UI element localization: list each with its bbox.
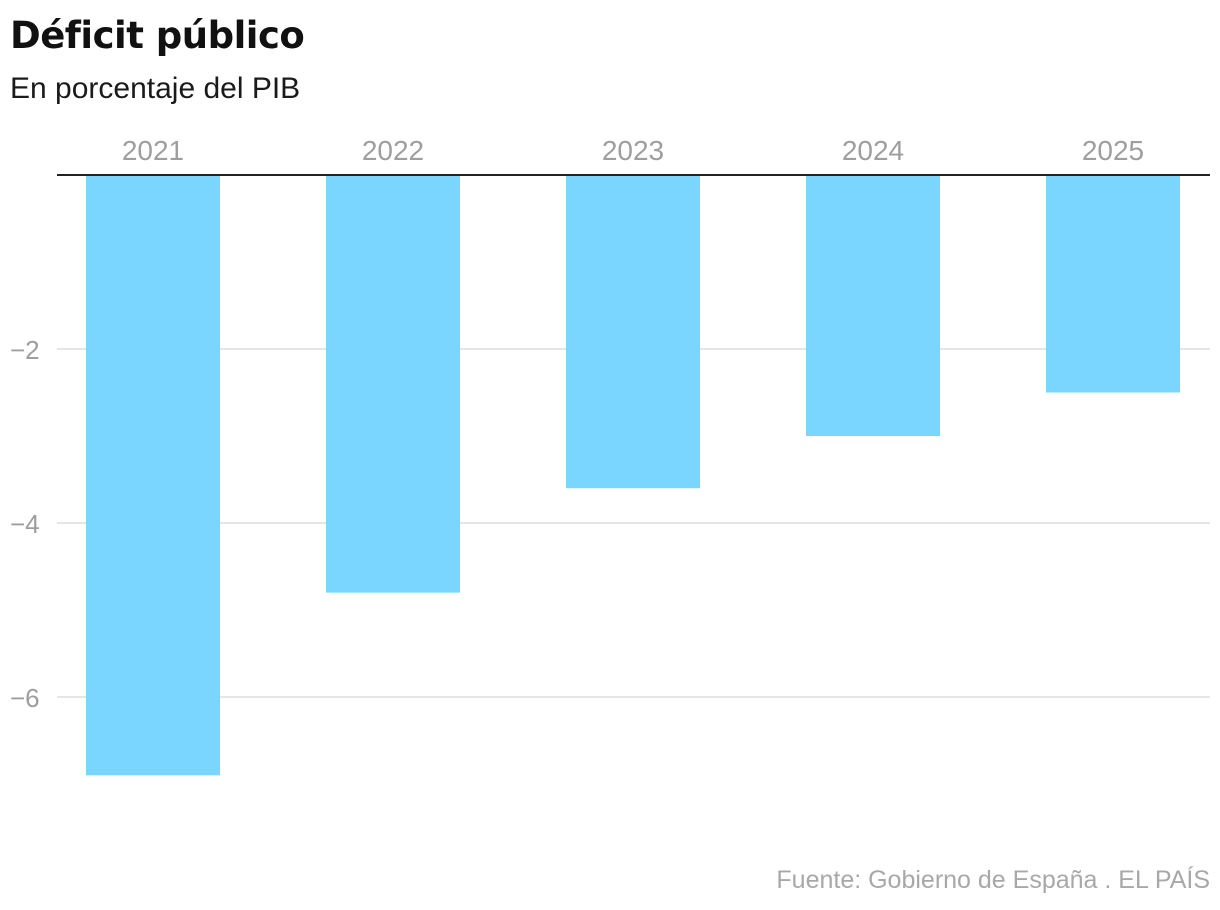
chart-title: Déficit público <box>10 14 305 57</box>
x-tick-label: 2022 <box>362 135 424 166</box>
x-tick-label: 2023 <box>602 135 664 166</box>
bar-chart: −2 −4 −6 2021 2022 2023 2024 2025 <box>10 135 1210 776</box>
bar <box>806 175 940 436</box>
axes: −2 −4 −6 2021 2022 2023 2024 2025 <box>10 135 1210 713</box>
y-tick-label: −4 <box>10 509 40 539</box>
bars <box>86 175 1180 776</box>
x-tick-label: 2021 <box>122 135 184 166</box>
bar <box>326 175 460 593</box>
x-tick-label: 2025 <box>1082 135 1144 166</box>
bar <box>1046 175 1180 393</box>
y-tick-label: −6 <box>10 683 40 713</box>
source-note: Fuente: Gobierno de España . EL PAÍS <box>776 866 1210 894</box>
x-tick-label: 2024 <box>842 135 904 166</box>
bar <box>86 175 220 776</box>
y-tick-label: −2 <box>10 335 40 365</box>
chart-subtitle: En porcentaje del PIB <box>10 72 301 105</box>
bar <box>566 175 700 489</box>
